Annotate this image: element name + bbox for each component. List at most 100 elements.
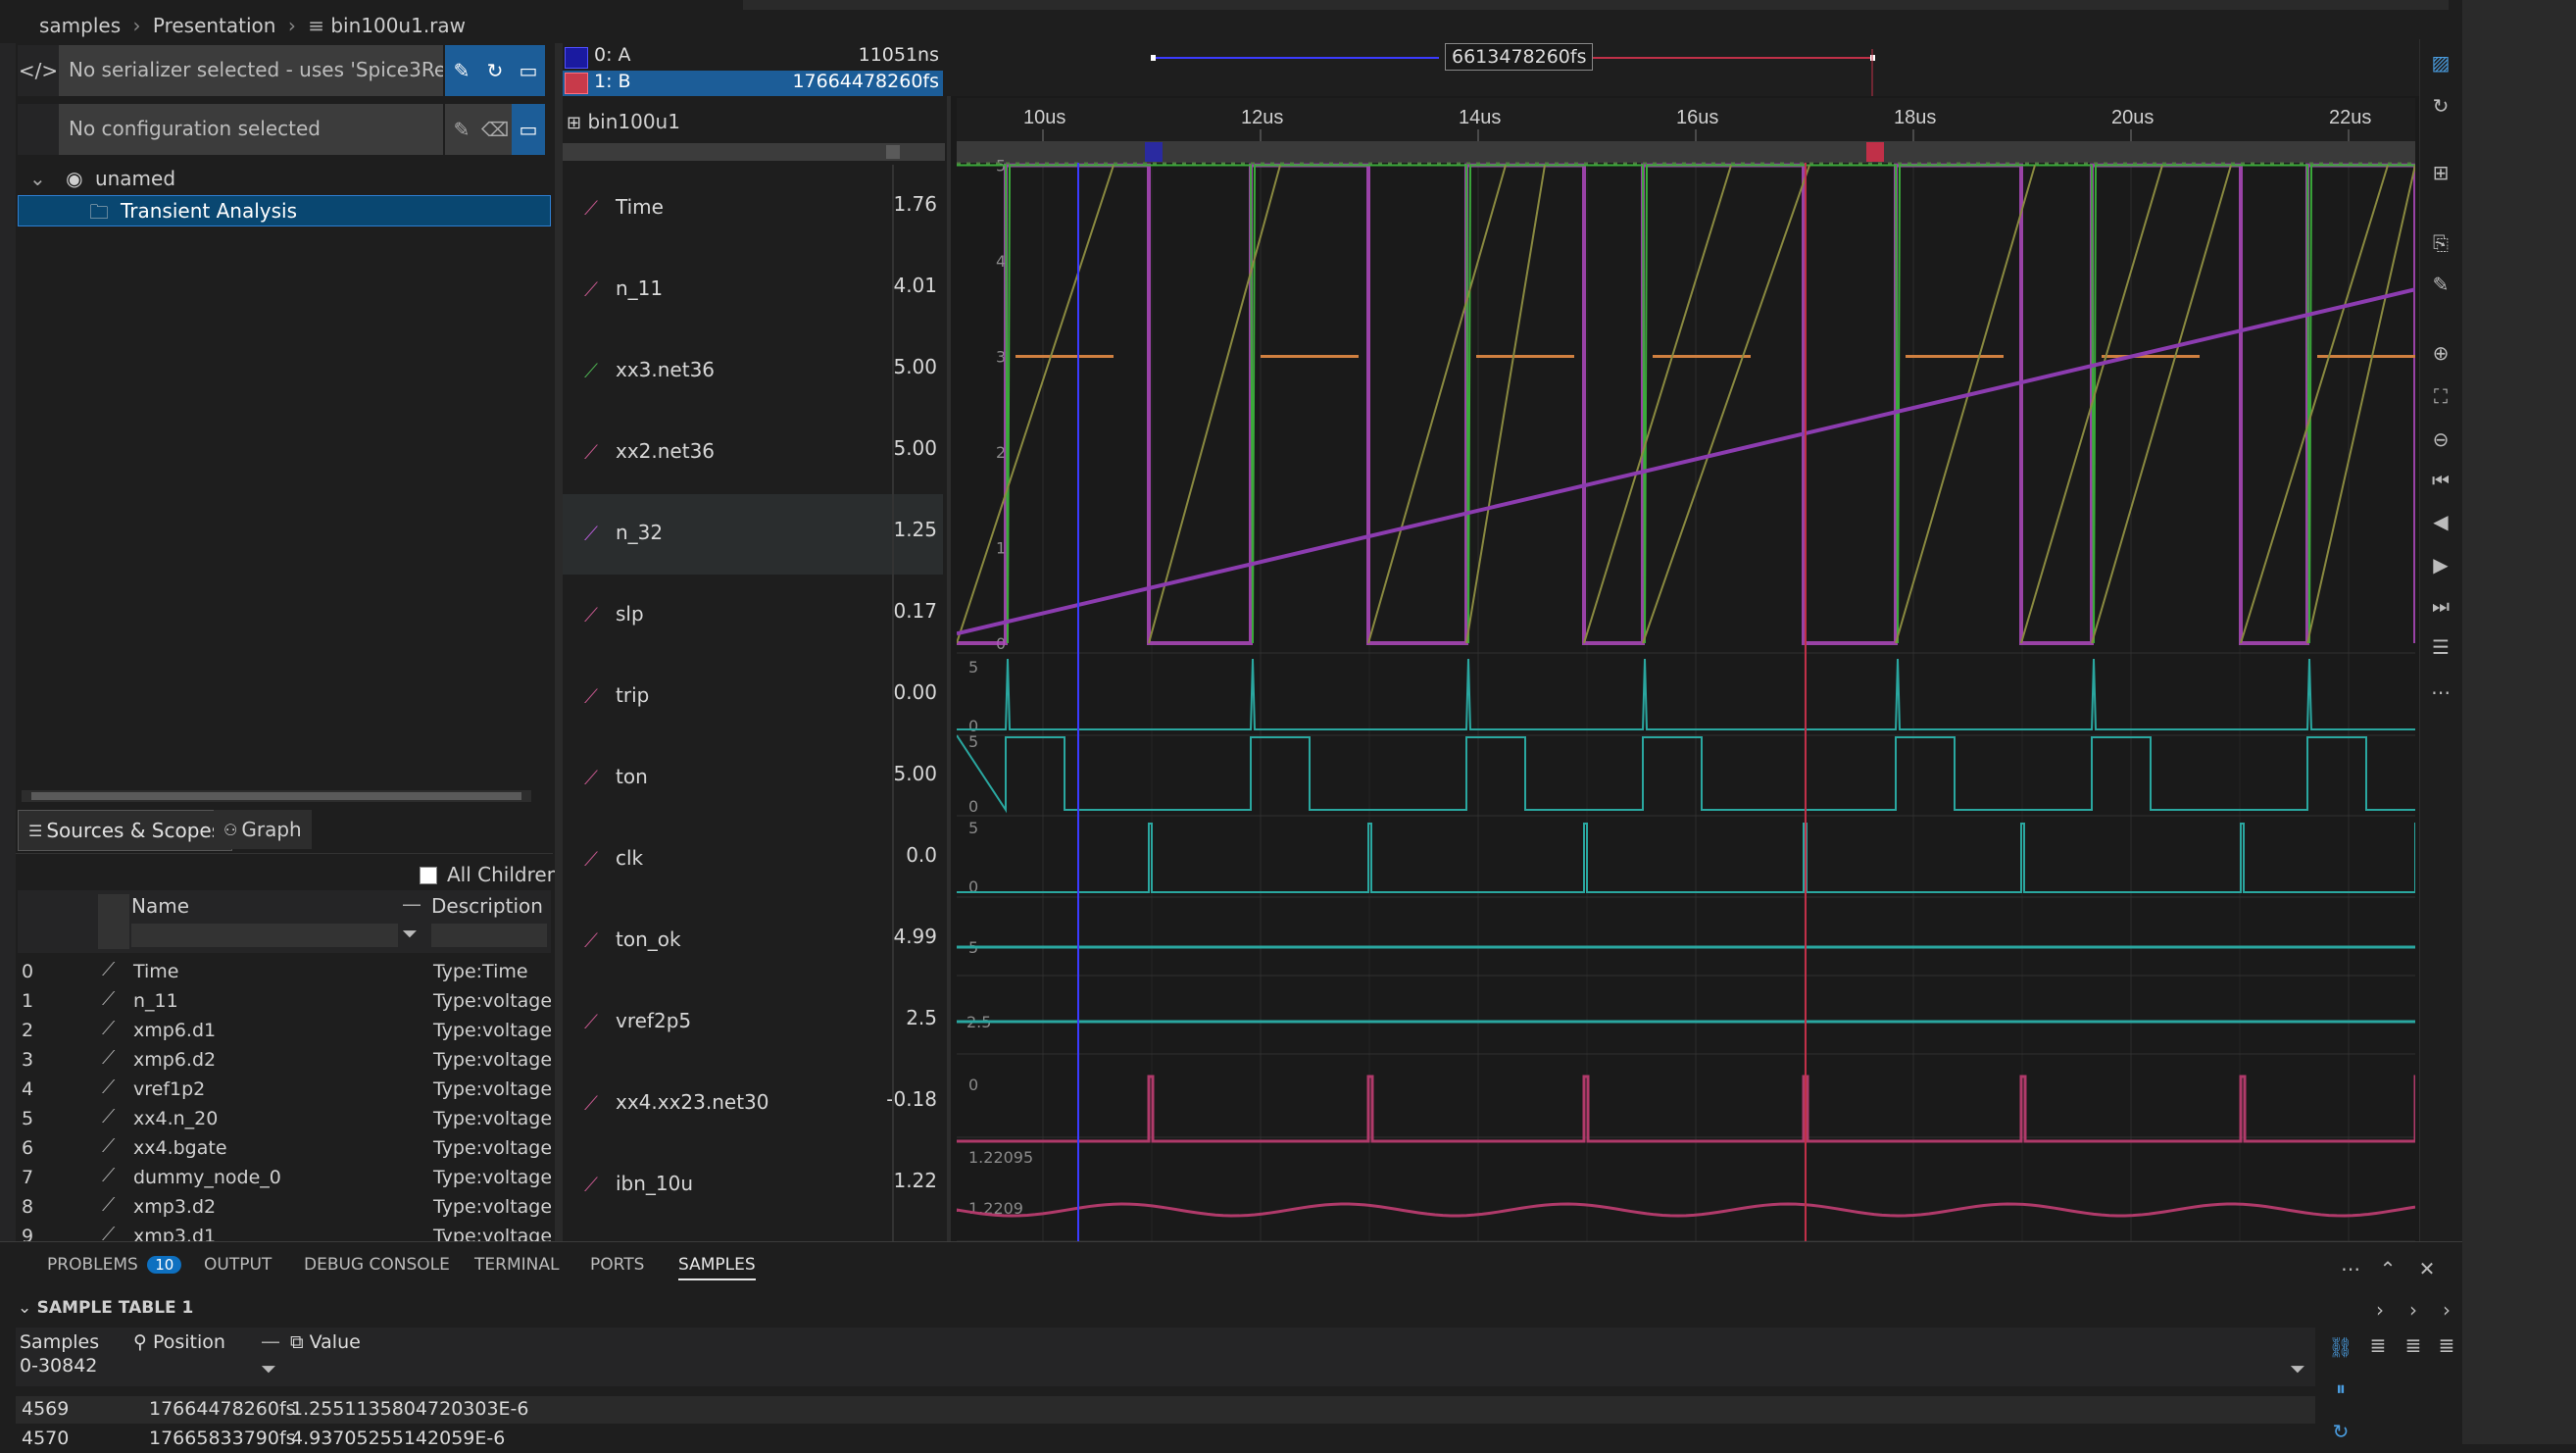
tab-problems[interactable]: PROBLEMS 10: [47, 1255, 182, 1275]
more-icon[interactable]: ⋯: [2431, 680, 2451, 704]
filter-icon[interactable]: ⏷: [261, 1357, 276, 1380]
tab-output[interactable]: OUTPUT: [204, 1255, 272, 1275]
breadcrumb-samples[interactable]: samples: [39, 14, 122, 37]
description-filter-input[interactable]: [431, 924, 547, 947]
tab-graph[interactable]: ⚇ Graph: [214, 810, 312, 849]
names-scrollbar-thumb[interactable]: [886, 145, 900, 159]
signal-row[interactable]: ⟋ ibn_10u 1.22: [563, 1145, 943, 1226]
signal-row[interactable]: ⟋ clk 0.0: [563, 820, 943, 900]
table-row[interactable]: 8 ⟋ xmp3.d2 Type:voltage: [18, 1194, 551, 1224]
signal-row[interactable]: ⟋ xx3.net36 5.00: [563, 331, 943, 412]
link-icon[interactable]: ⛓: [2328, 1335, 2353, 1359]
maximize-panel-icon[interactable]: ⌃: [2379, 1257, 2397, 1280]
column-header-name[interactable]: Name: [131, 894, 190, 918]
clear-configuration-button[interactable]: ⌫: [478, 104, 512, 155]
refresh-serializer-button[interactable]: ↻: [478, 45, 512, 96]
table-row[interactable]: 4 ⟋ vref1p2 Type:voltage: [18, 1077, 551, 1106]
names-scrollbar[interactable]: [563, 143, 945, 161]
breadcrumb-presentation[interactable]: Presentation: [152, 14, 276, 37]
sample-table-section[interactable]: ⌄ SAMPLE TABLE 1: [18, 1298, 194, 1318]
export-icon[interactable]: ⎘: [2433, 231, 2449, 255]
align-center-icon[interactable]: ≣: [2404, 1333, 2422, 1357]
left-panel-sash[interactable]: [555, 43, 563, 1241]
settings-list-icon[interactable]: ☰: [2432, 635, 2450, 659]
signal-row[interactable]: ⟋ trip 0.00: [563, 657, 943, 737]
tab-samples[interactable]: SAMPLES: [678, 1255, 756, 1280]
zoom-out-icon[interactable]: ⊖: [2432, 427, 2450, 451]
previous-icon[interactable]: ◀: [2433, 510, 2449, 533]
tree-horizontal-scrollbar[interactable]: [22, 790, 531, 802]
align-right-icon[interactable]: ≣: [2438, 1333, 2455, 1357]
signal-row[interactable]: ⟋ vref2p5 2.5: [563, 982, 943, 1063]
edit-configuration-button[interactable]: ✎: [445, 104, 478, 155]
zoom-fit-icon[interactable]: ⛶: [2434, 384, 2448, 408]
more-actions-icon[interactable]: ⋯: [2341, 1257, 2360, 1280]
tree-root[interactable]: ⌄ ◉ unamed: [29, 167, 176, 190]
chevron-right-icon[interactable]: ›: [2376, 1298, 2384, 1322]
signal-row[interactable]: ⟋ ton 5.00: [563, 738, 943, 819]
scrollbar-thumb[interactable]: [31, 792, 521, 800]
cursor-b-row[interactable]: [563, 71, 943, 96]
signal-row[interactable]: ⟋ xx4.xx23.net30 -0.18: [563, 1064, 943, 1144]
tab-ports[interactable]: PORTS: [590, 1255, 645, 1275]
signal-row[interactable]: ⟋ Time 1.76: [563, 169, 943, 249]
tab-sources-scopes[interactable]: ☰ Sources & Scopes: [18, 810, 233, 851]
table-row[interactable]: 2 ⟋ xmp6.d1 Type:voltage: [18, 1018, 551, 1047]
cursor-a-swatch[interactable]: [565, 47, 588, 69]
sample-row[interactable]: 4569 17664478260fs 1.2551135804720303E-6: [16, 1396, 2315, 1424]
first-icon[interactable]: ⏮: [2432, 469, 2450, 492]
table-row[interactable]: 5 ⟋ xx4.n_20 Type:voltage: [18, 1106, 551, 1135]
minus-icon[interactable]: —: [261, 1329, 280, 1353]
table-row[interactable]: 3 ⟋ xmp6.d2 Type:voltage: [18, 1047, 551, 1077]
cursor-header[interactable]: [951, 39, 2419, 96]
signal-row[interactable]: ⟋ n_11 4.01: [563, 250, 943, 330]
refresh-icon[interactable]: ↻: [2332, 1420, 2350, 1443]
minus-icon[interactable]: —: [402, 892, 421, 916]
signal-row[interactable]: ⟋ n_32 1.25: [563, 494, 943, 575]
ruler-icon[interactable]: ✎: [2432, 273, 2450, 296]
chevron-right-icon[interactable]: ›: [2443, 1298, 2451, 1322]
open-serializer-button[interactable]: ▭: [512, 45, 545, 96]
value-header[interactable]: ⧉ Value: [290, 1331, 361, 1353]
all-children-checkbox[interactable]: [420, 867, 437, 884]
align-left-icon[interactable]: ≣: [2369, 1333, 2387, 1357]
zoom-in-icon[interactable]: ⊕: [2432, 341, 2450, 365]
column-header-description[interactable]: Description: [431, 894, 543, 918]
waveform-plot[interactable]: 10us 12us 14us 16us 18us 20us 22us543210505050…: [957, 98, 2415, 1241]
filter-icon[interactable]: ⏷: [402, 922, 418, 945]
signal-row[interactable]: ⟋ ton_ok 4.99: [563, 901, 943, 981]
tab-debug-console[interactable]: DEBUG CONSOLE: [304, 1255, 450, 1275]
table-row[interactable]: 1 ⟋ n_11 Type:voltage: [18, 988, 551, 1018]
waveform-area[interactable]: [951, 96, 2419, 1241]
filter-icon[interactable]: ⏷: [2290, 1357, 2305, 1380]
code-icon[interactable]: </>: [18, 45, 59, 96]
close-panel-icon[interactable]: ✕: [2418, 1257, 2436, 1280]
configuration-field[interactable]: No configuration selected: [59, 104, 443, 155]
sync-icon[interactable]: ↻: [2432, 94, 2450, 118]
next-icon[interactable]: ▶: [2433, 553, 2449, 576]
tree-item-transient-analysis[interactable]: 🗀 Transient Analysis: [18, 195, 551, 226]
tab-terminal[interactable]: TERMINAL: [474, 1255, 560, 1275]
signal-row[interactable]: ⟋ slp 0.17: [563, 576, 943, 656]
open-configuration-button[interactable]: ▭: [512, 104, 545, 155]
name-filter-input[interactable]: [131, 924, 398, 947]
sample-position: 17665833790fs: [149, 1428, 296, 1449]
right-margin: [2462, 0, 2576, 1444]
signal-value: 4.01: [893, 274, 937, 297]
last-icon[interactable]: ⏭: [2432, 594, 2450, 618]
sample-row[interactable]: 4570 17665833790fs 4.93705255142059E-6: [16, 1426, 2315, 1453]
serializer-field[interactable]: No serializer selected - uses 'Spice3Rea…: [59, 45, 443, 96]
signal-row[interactable]: ⟋ xx2.net36 5.00: [563, 413, 943, 493]
table-row[interactable]: 0 ⟋ Time Type:Time: [18, 959, 551, 988]
cursor-b-swatch[interactable]: [565, 73, 588, 94]
sample-index: 4569: [22, 1398, 70, 1420]
breadcrumb-file[interactable]: bin100u1.raw: [330, 14, 467, 37]
chart-icon[interactable]: ▨: [2431, 51, 2451, 75]
pause-icon[interactable]: ⏸: [2336, 1377, 2346, 1400]
layout-icon[interactable]: ⊞: [2432, 161, 2450, 184]
table-row[interactable]: 7 ⟋ dummy_node_0 Type:voltage: [18, 1165, 551, 1194]
table-row[interactable]: 6 ⟋ xx4.bgate Type:voltage: [18, 1135, 551, 1165]
position-header[interactable]: ⚲ Position: [133, 1331, 225, 1353]
chevron-right-icon[interactable]: ›: [2409, 1298, 2417, 1322]
edit-serializer-button[interactable]: ✎: [445, 45, 478, 96]
